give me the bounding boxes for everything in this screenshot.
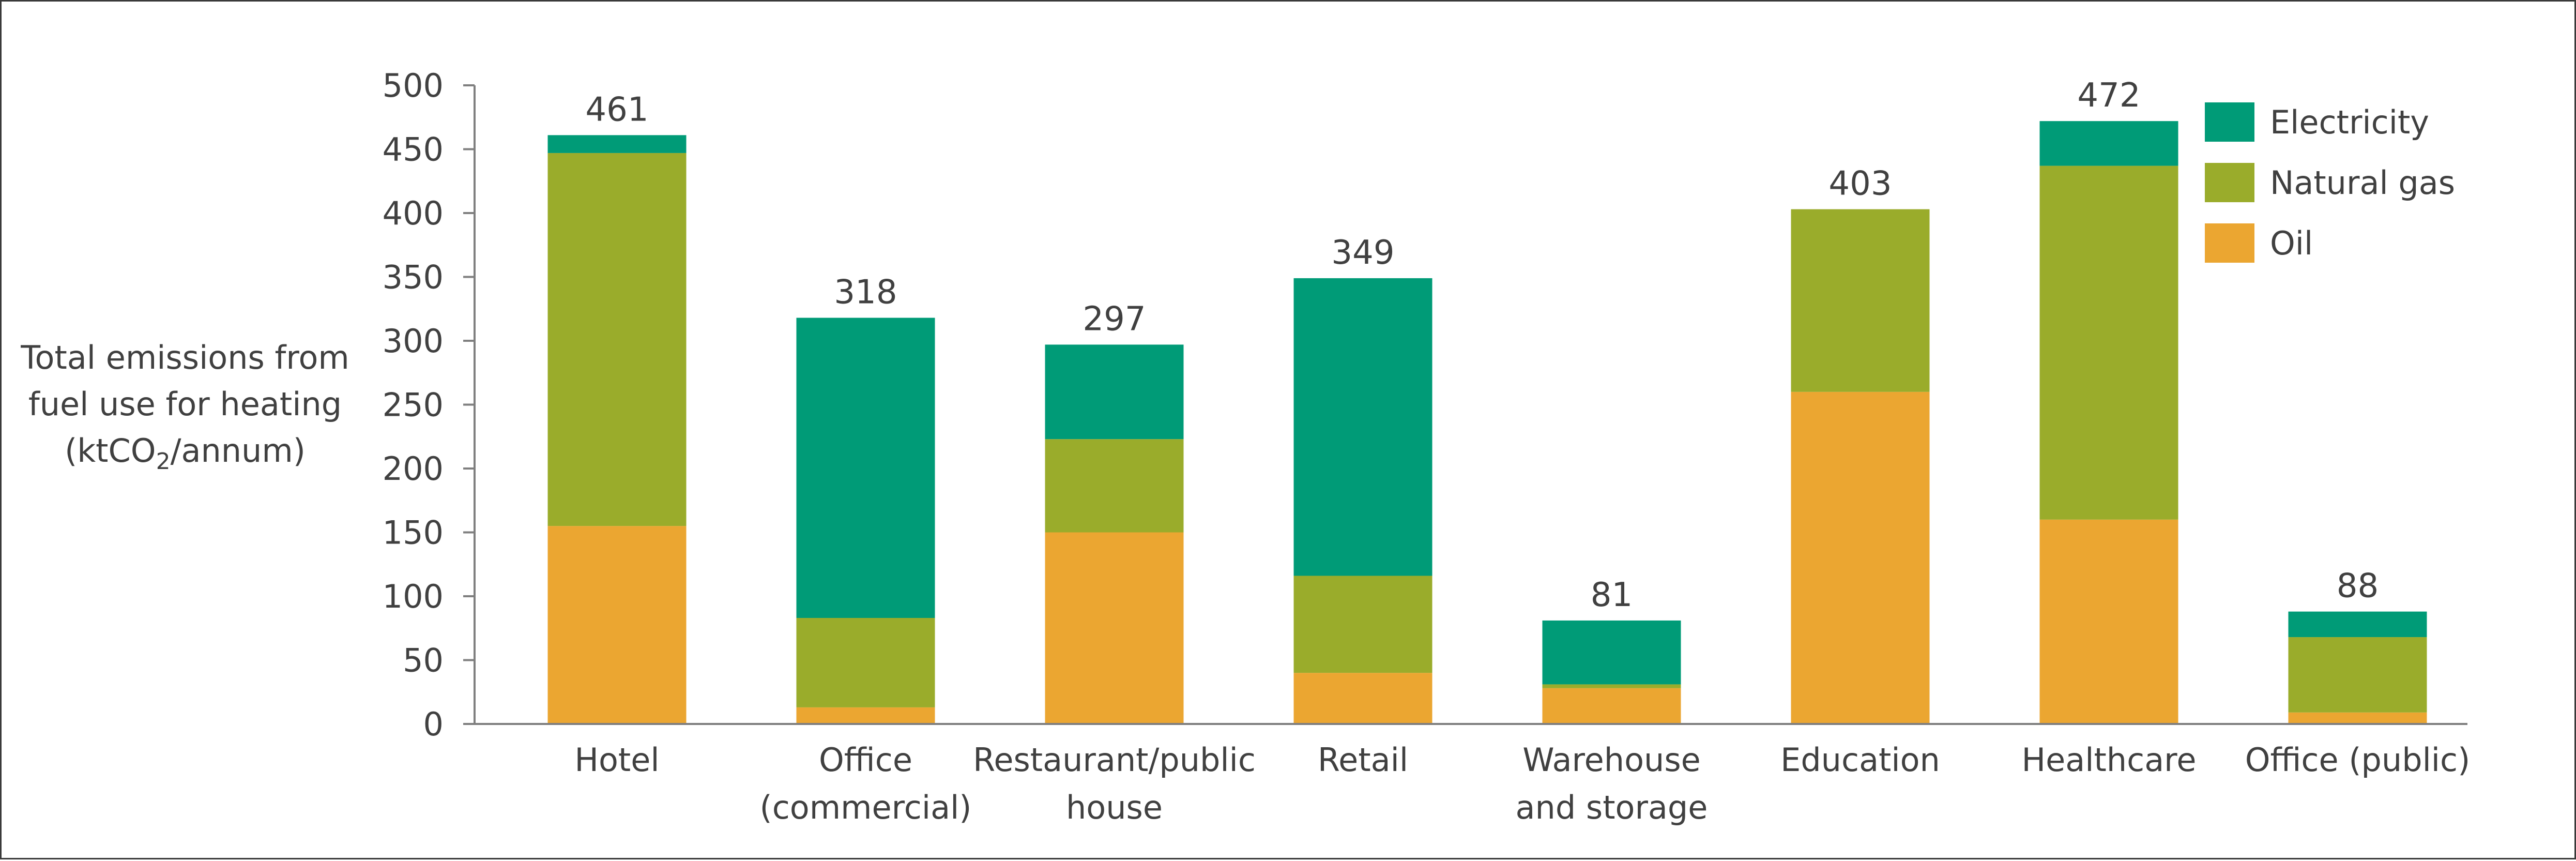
- y-tick-label: 300: [383, 322, 444, 360]
- bar-office-public-oil: [2288, 712, 2427, 724]
- bar-healthcare-natural-gas: [2039, 165, 2178, 520]
- legend: Electricity Natural gas Oil: [2205, 102, 2455, 263]
- bar-healthcare-electricity: [2039, 121, 2178, 166]
- bar-retail-electricity: [1293, 278, 1432, 576]
- bar-warehouse-and-storage-natural-gas: [1542, 684, 1681, 688]
- x-tick-label-restaurant-public-house: house: [1066, 789, 1163, 826]
- y-tick-label: 450: [383, 131, 444, 169]
- x-tick-label-education: Education: [1780, 741, 1940, 779]
- x-axis: Hotel Office (commercial)Restaurant/public…: [475, 723, 2471, 826]
- total-label-retail: 349: [1331, 234, 1394, 272]
- x-tick-label-healthcare: Healthcare: [2022, 741, 2197, 779]
- y-tick-label: 100: [383, 578, 444, 615]
- y-tick-label: 350: [383, 259, 444, 296]
- x-tick-label-retail: Retail: [1318, 741, 1408, 779]
- bar-retail-oil: [1293, 673, 1432, 724]
- x-tick-label-office-public: Office (public): [2245, 741, 2471, 779]
- bar-healthcare-oil: [2039, 519, 2178, 724]
- bar-office-commercial-natural-gas: [796, 617, 935, 707]
- x-tick-label-restaurant-public-house: Restaurant/public: [973, 741, 1256, 779]
- total-label-office-public: 88: [2337, 567, 2379, 606]
- bar-restaurant-public-house-electricity: [1045, 344, 1184, 440]
- total-label-office-commercial: 318: [834, 274, 897, 312]
- y-axis: 0 50 100 150 200 250 300 350 400 450 500: [383, 67, 476, 743]
- bar-hotel-electricity: [547, 135, 687, 153]
- bars: [547, 121, 2427, 724]
- y-tick-label: 250: [383, 386, 444, 424]
- legend-label-natural-gas: Natural gas: [2270, 164, 2455, 202]
- legend-swatch-oil: [2205, 223, 2254, 263]
- bar-restaurant-public-house-natural-gas: [1045, 439, 1184, 533]
- bar-retail-natural-gas: [1293, 576, 1432, 673]
- y-tick-label: 0: [423, 705, 444, 743]
- total-label-healthcare: 472: [2077, 77, 2140, 115]
- total-label-hotel: 461: [585, 90, 648, 129]
- x-tick-label-office-commercial: (commercial): [760, 789, 972, 826]
- x-tick-label-warehouse-and-storage: Warehouse: [1522, 741, 1701, 779]
- total-label-restaurant-public-house: 297: [1083, 300, 1146, 338]
- bar-hotel-oil: [547, 526, 687, 724]
- legend-swatch-natural-gas: [2205, 163, 2254, 202]
- y-axis-label-line-1: Total emissions from: [20, 339, 349, 376]
- y-axis-label: Total emissions from fuel use for heatin…: [20, 339, 349, 475]
- bar-warehouse-and-storage-oil: [1542, 688, 1681, 724]
- y-tick-label: 200: [383, 450, 444, 488]
- y-axis-label-line-2: fuel use for heating: [28, 385, 342, 423]
- bar-warehouse-and-storage-electricity: [1542, 620, 1681, 685]
- bar-education-oil: [1791, 391, 1930, 724]
- x-tick-label-office-commercial: Office: [819, 741, 912, 779]
- y-tick-label: 50: [403, 642, 444, 679]
- y-tick-label: 400: [383, 194, 444, 232]
- bar-education-natural-gas: [1791, 209, 1930, 392]
- bar-office-public-electricity: [2288, 611, 2427, 638]
- bar-restaurant-public-house-oil: [1045, 532, 1184, 724]
- y-tick-label: 500: [383, 67, 444, 104]
- legend-label-electricity: Electricity: [2270, 103, 2429, 141]
- total-label-warehouse-and-storage: 81: [1591, 576, 1633, 614]
- legend-label-oil: Oil: [2270, 224, 2313, 262]
- y-tick-label: 150: [383, 514, 444, 552]
- bar-office-public-natural-gas: [2288, 637, 2427, 713]
- x-tick-label-warehouse-and-storage: and storage: [1516, 789, 1708, 826]
- bar-office-commercial-oil: [796, 707, 935, 724]
- bar-hotel-natural-gas: [547, 153, 687, 526]
- legend-swatch-electricity: [2205, 102, 2254, 142]
- y-axis-label-line-3: (ktCO2/annum): [65, 432, 306, 475]
- total-label-education: 403: [1828, 165, 1892, 203]
- x-tick-label-hotel: Hotel: [574, 741, 659, 779]
- total-labels: 461 318 297 349 81 403 472 88: [585, 77, 2379, 614]
- bar-office-commercial-electricity: [796, 318, 935, 618]
